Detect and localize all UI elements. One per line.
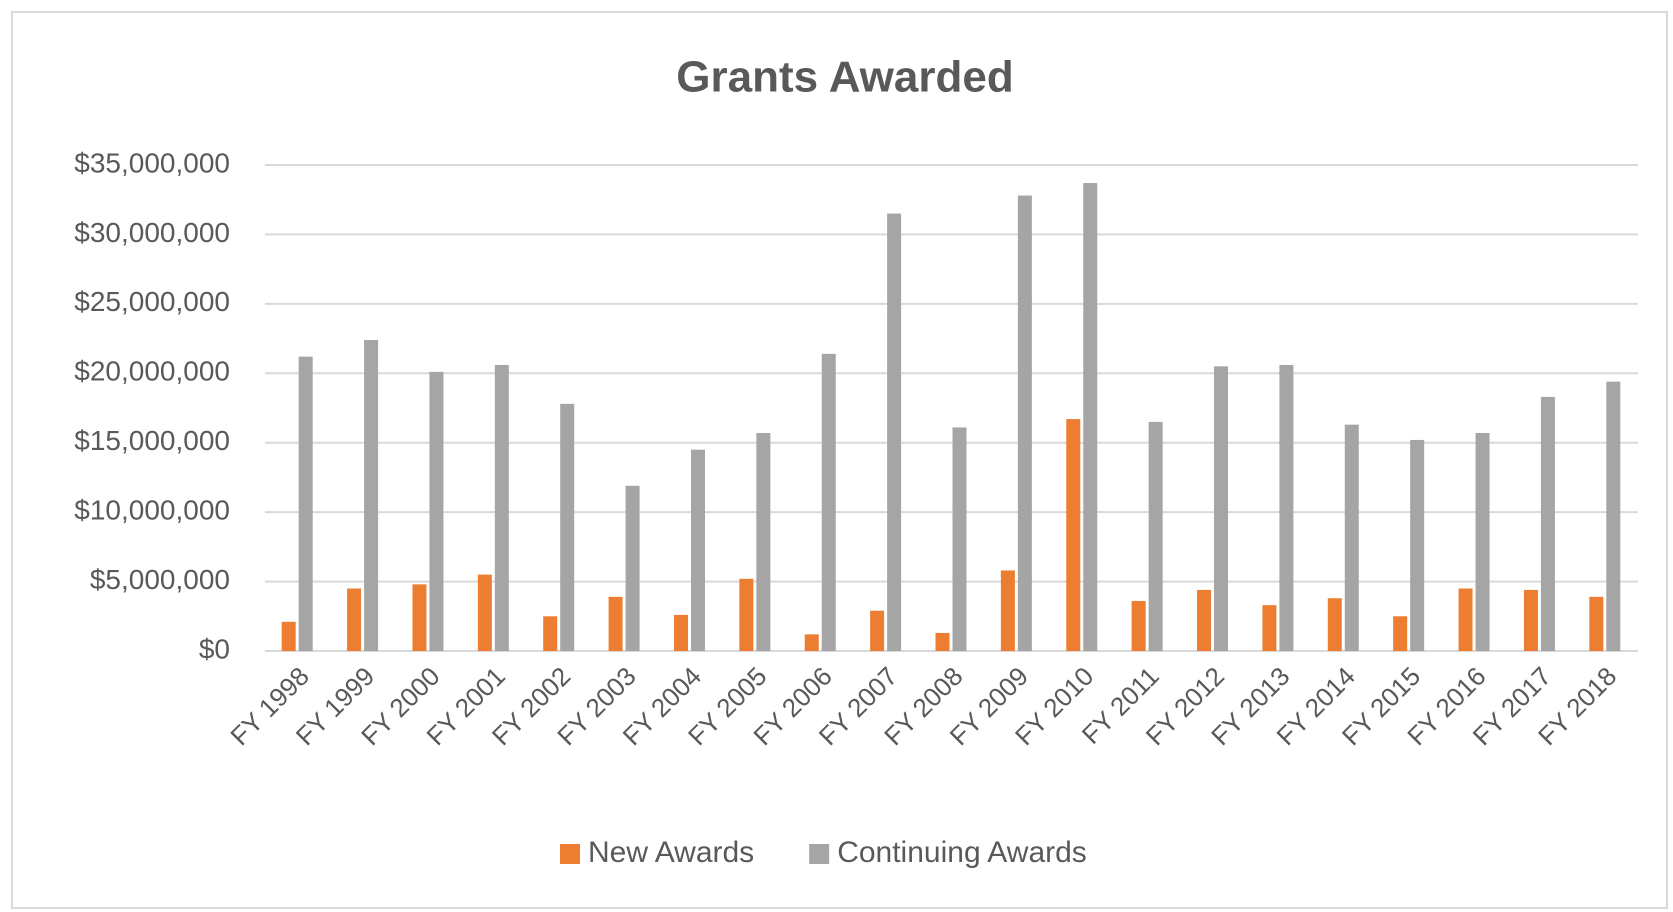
bar bbox=[1148, 421, 1163, 651]
bar bbox=[739, 578, 754, 651]
y-tick-label: $20,000,000 bbox=[74, 356, 230, 387]
bar bbox=[821, 353, 836, 651]
bar bbox=[673, 614, 688, 651]
bar bbox=[1540, 396, 1555, 651]
bar bbox=[477, 574, 492, 651]
bar bbox=[1458, 588, 1473, 651]
y-tick-label: $5,000,000 bbox=[90, 564, 230, 595]
bar bbox=[1066, 419, 1081, 651]
legend-swatch bbox=[560, 844, 580, 864]
bar bbox=[935, 632, 950, 651]
y-tick-label: $25,000,000 bbox=[74, 286, 230, 317]
bar bbox=[1279, 364, 1294, 651]
bar bbox=[412, 584, 427, 651]
bar bbox=[1197, 589, 1212, 651]
bar bbox=[1262, 605, 1277, 651]
bar bbox=[1327, 598, 1342, 651]
bar bbox=[1393, 616, 1408, 651]
bar bbox=[1083, 183, 1098, 651]
chart-frame bbox=[11, 11, 1668, 909]
bar bbox=[281, 621, 296, 651]
bar bbox=[347, 588, 362, 651]
bar bbox=[298, 356, 313, 651]
y-tick-label: $35,000,000 bbox=[74, 147, 230, 178]
bar bbox=[1344, 424, 1359, 651]
bar bbox=[494, 364, 509, 651]
bar bbox=[1017, 195, 1032, 651]
bar bbox=[560, 403, 575, 651]
bar bbox=[870, 610, 885, 651]
bar bbox=[804, 634, 819, 651]
bar bbox=[1523, 589, 1538, 651]
bar bbox=[1589, 596, 1604, 651]
bar bbox=[1000, 570, 1015, 651]
bar bbox=[608, 596, 623, 651]
y-tick-label: $15,000,000 bbox=[74, 425, 230, 456]
bar bbox=[690, 449, 705, 651]
bar bbox=[364, 339, 379, 651]
bar bbox=[1214, 366, 1229, 651]
y-tick-label: $30,000,000 bbox=[74, 217, 230, 248]
chart-title: Grants Awarded bbox=[676, 53, 1013, 102]
bar bbox=[1606, 381, 1621, 651]
legend-swatch bbox=[809, 844, 830, 864]
bar bbox=[429, 371, 444, 651]
legend-label: New Awards bbox=[588, 836, 754, 869]
bar bbox=[1475, 432, 1490, 651]
bar bbox=[625, 485, 640, 651]
bar bbox=[952, 427, 967, 651]
bar bbox=[887, 213, 902, 651]
legend-label: Continuing Awards bbox=[837, 836, 1087, 869]
bar bbox=[543, 616, 558, 651]
y-tick-label: $10,000,000 bbox=[74, 495, 230, 526]
bar bbox=[1410, 439, 1425, 651]
bar bbox=[756, 432, 771, 651]
y-tick-label: $0 bbox=[199, 633, 230, 664]
bar bbox=[1131, 601, 1146, 651]
